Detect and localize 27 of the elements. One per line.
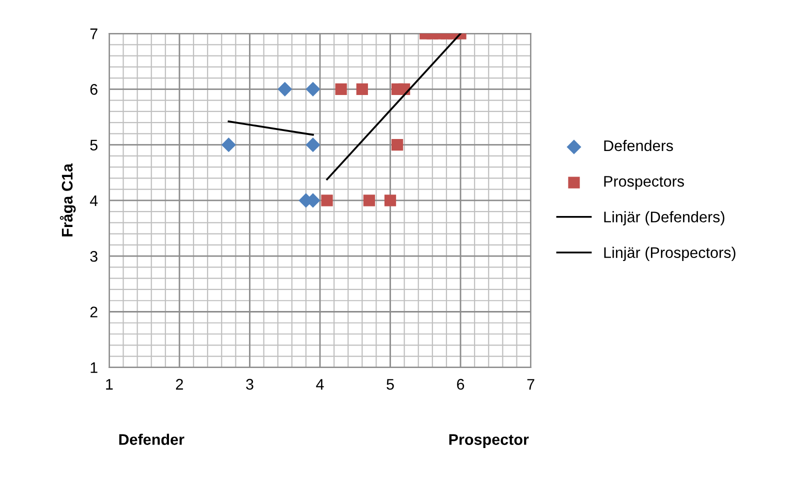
legend-label: Linjär (Defenders) xyxy=(604,211,724,226)
y-tick-label: 3 xyxy=(90,250,98,262)
x-tick-label: 6 xyxy=(457,378,464,390)
y-tick-label: 1 xyxy=(90,362,98,373)
x-tick-label: 5 xyxy=(386,379,394,390)
legend-label: Linjär (Prospectors) xyxy=(604,246,736,262)
x-tick-label: 1 xyxy=(106,379,113,390)
point xyxy=(221,138,236,152)
y-tick-label: 7 xyxy=(90,28,98,40)
x-tick-label: 4 xyxy=(316,379,324,390)
point xyxy=(384,194,396,206)
text: Prospector xyxy=(449,434,529,448)
legend-label: Defenders xyxy=(604,140,673,152)
y-tick-label: 2 xyxy=(90,306,98,318)
point xyxy=(306,138,320,152)
x-tick-label: 2 xyxy=(176,378,183,390)
point xyxy=(363,194,375,206)
point xyxy=(321,194,333,206)
y-tick-label: 6 xyxy=(90,84,98,95)
y-axis-title: Fråga C1a xyxy=(60,163,76,236)
x-tick-label: 3 xyxy=(246,378,254,390)
legend-label: Prospectors xyxy=(604,176,684,190)
point xyxy=(391,139,404,151)
y-tick-label: 5 xyxy=(90,140,98,151)
text: Defender xyxy=(119,434,184,445)
x-tick-label: 7 xyxy=(527,379,534,390)
y-tick-label: 4 xyxy=(90,195,98,206)
